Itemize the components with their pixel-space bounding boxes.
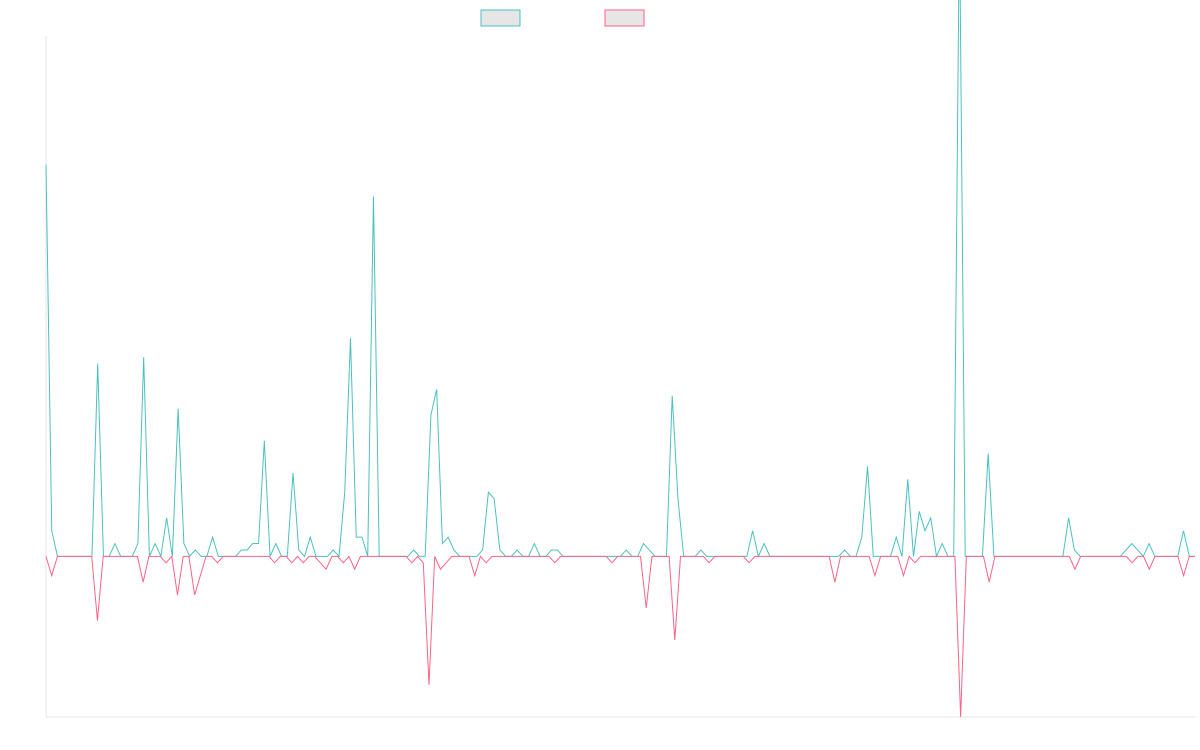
legend — [480, 9, 645, 27]
legend-swatch-series-2[interactable] — [604, 9, 645, 27]
series-line-1 — [45, 0, 1195, 559]
series-line-2 — [45, 555, 1195, 718]
legend-swatch-series-1[interactable] — [480, 9, 521, 27]
series-layer — [45, 0, 1195, 718]
